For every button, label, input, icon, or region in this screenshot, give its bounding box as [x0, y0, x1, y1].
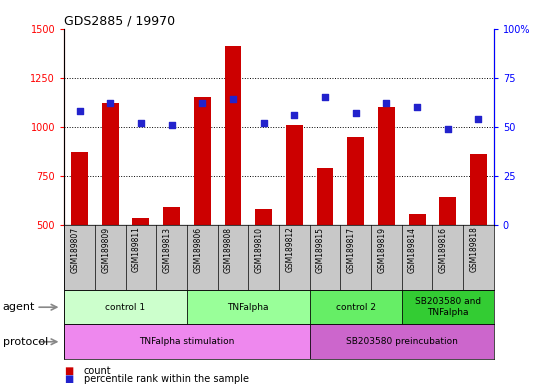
Bar — [64, 324, 310, 359]
Point — [290, 112, 299, 118]
Bar — [64, 290, 187, 324]
Text: GSM189814: GSM189814 — [408, 227, 417, 273]
Bar — [402, 290, 494, 324]
Text: control 2: control 2 — [336, 303, 376, 312]
Text: GSM189812: GSM189812 — [285, 227, 295, 273]
Point — [474, 116, 483, 122]
Bar — [378, 107, 395, 225]
Point — [167, 122, 176, 128]
Text: GSM189810: GSM189810 — [254, 227, 263, 273]
Point — [320, 94, 329, 101]
Bar — [194, 98, 211, 225]
Bar — [316, 168, 334, 225]
Point — [382, 100, 391, 106]
Text: TNFalpha stimulation: TNFalpha stimulation — [140, 337, 234, 346]
Text: SB203580 and
TNFalpha: SB203580 and TNFalpha — [415, 298, 481, 317]
Text: count: count — [84, 366, 112, 376]
Text: GSM189816: GSM189816 — [439, 227, 448, 273]
Text: GSM189807: GSM189807 — [70, 227, 79, 273]
Point — [136, 120, 145, 126]
Text: ■: ■ — [64, 366, 74, 376]
Text: GSM189808: GSM189808 — [224, 227, 233, 273]
Text: GSM189815: GSM189815 — [316, 227, 325, 273]
Text: GSM189806: GSM189806 — [193, 227, 202, 273]
Text: ■: ■ — [64, 374, 74, 384]
Bar — [439, 197, 456, 225]
Bar — [470, 154, 487, 225]
Bar — [286, 125, 303, 225]
Text: protocol: protocol — [3, 337, 48, 347]
Text: control 1: control 1 — [105, 303, 146, 312]
Text: GSM189818: GSM189818 — [469, 227, 478, 273]
Text: percentile rank within the sample: percentile rank within the sample — [84, 374, 249, 384]
Point — [105, 100, 115, 106]
Bar — [347, 137, 364, 225]
Text: SB203580 preincubation: SB203580 preincubation — [346, 337, 458, 346]
Bar — [163, 207, 180, 225]
Text: TNFalpha: TNFalpha — [228, 303, 269, 312]
Point — [351, 110, 360, 116]
Bar — [224, 46, 242, 225]
Text: GDS2885 / 19970: GDS2885 / 19970 — [64, 15, 175, 28]
Text: GSM189813: GSM189813 — [162, 227, 171, 273]
Bar — [102, 103, 119, 225]
Text: GSM189811: GSM189811 — [132, 227, 141, 273]
Point — [443, 126, 452, 132]
Bar — [310, 290, 402, 324]
Point — [75, 108, 84, 114]
Point — [228, 96, 237, 103]
Bar — [71, 152, 88, 225]
Point — [198, 100, 206, 106]
Point — [412, 104, 421, 110]
Text: GSM189819: GSM189819 — [377, 227, 386, 273]
Point — [259, 120, 268, 126]
Bar — [310, 324, 494, 359]
Bar — [408, 214, 426, 225]
Text: GSM189809: GSM189809 — [101, 227, 110, 273]
Bar — [132, 218, 150, 225]
Bar — [255, 209, 272, 225]
Text: agent: agent — [3, 302, 35, 312]
Text: GSM189817: GSM189817 — [347, 227, 356, 273]
Bar — [187, 290, 310, 324]
